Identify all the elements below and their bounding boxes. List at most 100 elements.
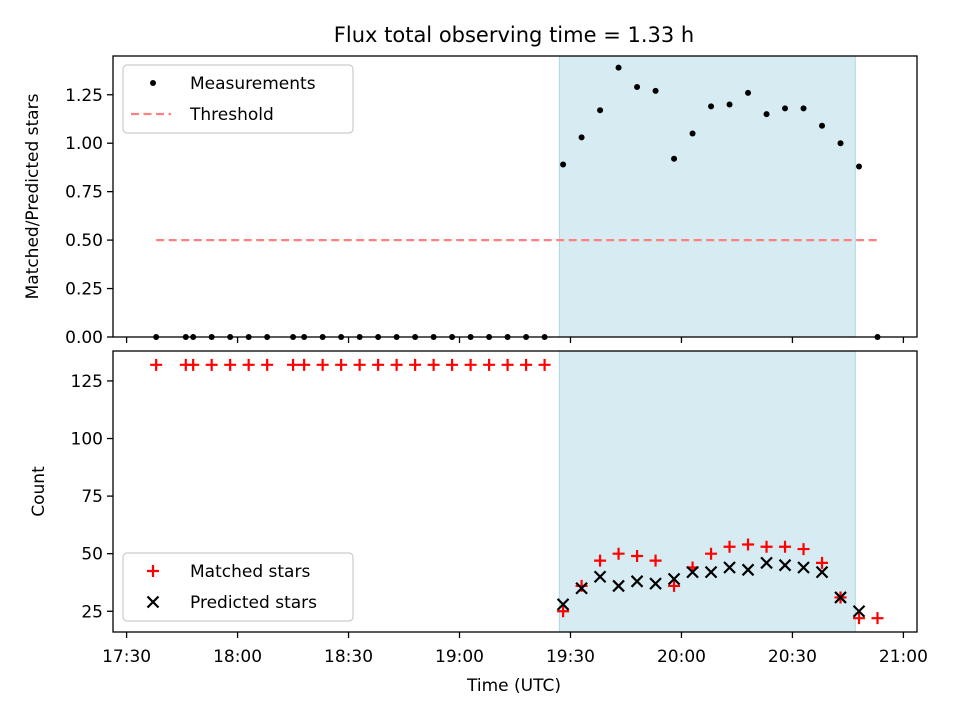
y-tick-label: 0.75 <box>65 183 103 203</box>
x-tick-label: 20:30 <box>768 647 817 667</box>
y-tick-label: 0.00 <box>65 328 103 348</box>
axes-frame <box>112 55 918 338</box>
measurement-point <box>578 134 585 141</box>
predicted-star-point <box>760 556 773 570</box>
matched-star-point <box>483 358 496 371</box>
matched-star-point <box>287 358 300 371</box>
matched-star-point <box>427 358 440 371</box>
matched-star-point <box>298 358 311 371</box>
predicted-star-point <box>667 572 681 586</box>
y-tick-label: 0.25 <box>65 280 103 300</box>
matched-star-point <box>390 358 403 371</box>
y-axis-label: Count <box>29 466 49 517</box>
predicted-star-point <box>630 575 644 588</box>
measurement-point <box>837 140 844 147</box>
predicted-star-point <box>852 604 866 618</box>
measurement-point <box>726 101 733 108</box>
x-tick-label: 19:30 <box>546 647 595 667</box>
measurement-point <box>634 84 641 91</box>
matched-star-point <box>612 547 625 560</box>
matched-star-point <box>242 358 255 371</box>
y-tick-label: 1.25 <box>65 86 103 106</box>
axes-frame <box>112 350 918 633</box>
matched-star-point <box>668 579 681 592</box>
predicted-star-point <box>556 598 570 611</box>
matched-star-point <box>557 605 570 618</box>
predicted-star-point <box>778 558 792 572</box>
matched-star-point <box>372 358 385 371</box>
legend-label: Predicted stars <box>190 593 317 613</box>
legend-swatch-matched <box>147 565 159 577</box>
measurement-point <box>652 87 659 94</box>
matched-star-point <box>187 358 200 371</box>
y-tick-label: 0.50 <box>65 231 103 251</box>
matched-star-point <box>742 538 755 551</box>
matched-star-point <box>594 554 607 567</box>
matched-star-point <box>779 540 792 553</box>
matched-star-point <box>224 358 237 371</box>
y-tick-label: 1.00 <box>65 134 103 154</box>
matched-star-point <box>723 540 736 553</box>
measurement-point <box>708 103 715 110</box>
shaded-observing-region <box>558 55 856 338</box>
legend-label: Measurements <box>190 74 316 94</box>
x-tick-label: 18:00 <box>213 647 262 667</box>
legend-label: Matched stars <box>190 562 310 582</box>
predicted-star-point <box>723 561 736 574</box>
measurement-point <box>819 122 826 129</box>
predicted-star-point <box>834 591 847 604</box>
measurement-point <box>597 107 604 114</box>
measurement-point <box>856 163 863 170</box>
predicted-star-point <box>797 561 810 574</box>
measurement-point <box>560 161 567 168</box>
matched-star-point <box>797 543 810 556</box>
top-panel: 0.00 0.25 0.50 0.75 1.00 1.25 Matched/Predicte… <box>23 55 918 348</box>
legend-label: Threshold <box>189 105 274 125</box>
matched-star-point <box>335 358 348 371</box>
measurement-point <box>671 155 678 162</box>
measurement-point <box>782 105 789 112</box>
matched-star-point <box>150 358 163 371</box>
predicted-star-point <box>686 565 699 579</box>
measurement-point <box>615 64 622 71</box>
matched-star-point <box>501 358 514 371</box>
measurement-point <box>763 111 770 118</box>
matched-star-point <box>316 358 329 371</box>
x-axis-label: Time (UTC) <box>466 676 561 696</box>
x-tick-label: 18:30 <box>324 647 373 667</box>
y-axis-label: Matched/Predicted stars <box>23 93 43 299</box>
legend-swatch-predicted <box>146 595 160 609</box>
shaded-observing-region <box>558 350 856 633</box>
predicted-star-point <box>815 565 829 579</box>
matched-star-point <box>353 358 366 371</box>
measurement-point <box>800 105 807 112</box>
predicted-star-point <box>741 563 755 577</box>
legend-box <box>122 64 354 134</box>
matched-star-point <box>464 358 477 371</box>
x-tick-label: 17:30 <box>102 647 151 667</box>
y-tick-label: 100 <box>71 430 103 450</box>
measurement-point <box>745 89 752 96</box>
matched-star-point <box>520 358 533 371</box>
matched-star-point <box>871 612 884 625</box>
matched-star-point <box>575 579 588 592</box>
matched-star-point <box>205 358 218 371</box>
x-tick-label: 20:00 <box>657 647 706 667</box>
predicted-star-point <box>575 581 588 595</box>
matched-star-point <box>409 358 422 371</box>
x-tick-label: 21:00 <box>879 647 928 667</box>
predicted-star-point <box>704 565 718 579</box>
predicted-star-point <box>612 579 625 593</box>
measurement-point <box>689 130 696 137</box>
matched-star-point <box>760 540 773 553</box>
matched-star-point <box>631 549 644 562</box>
legend-swatch-measurements <box>150 80 156 86</box>
matched-star-point <box>853 612 866 625</box>
legend-box <box>122 552 354 622</box>
y-tick-label: 25 <box>81 602 103 622</box>
chart-title: Flux total observing time = 1.33 h <box>334 23 694 47</box>
bottom-panel: 25 50 75 100 125 17:30 18:00 18:30 19:00 19:30 20:… <box>29 350 928 667</box>
predicted-star-point <box>649 577 662 590</box>
matched-star-point <box>649 554 662 567</box>
